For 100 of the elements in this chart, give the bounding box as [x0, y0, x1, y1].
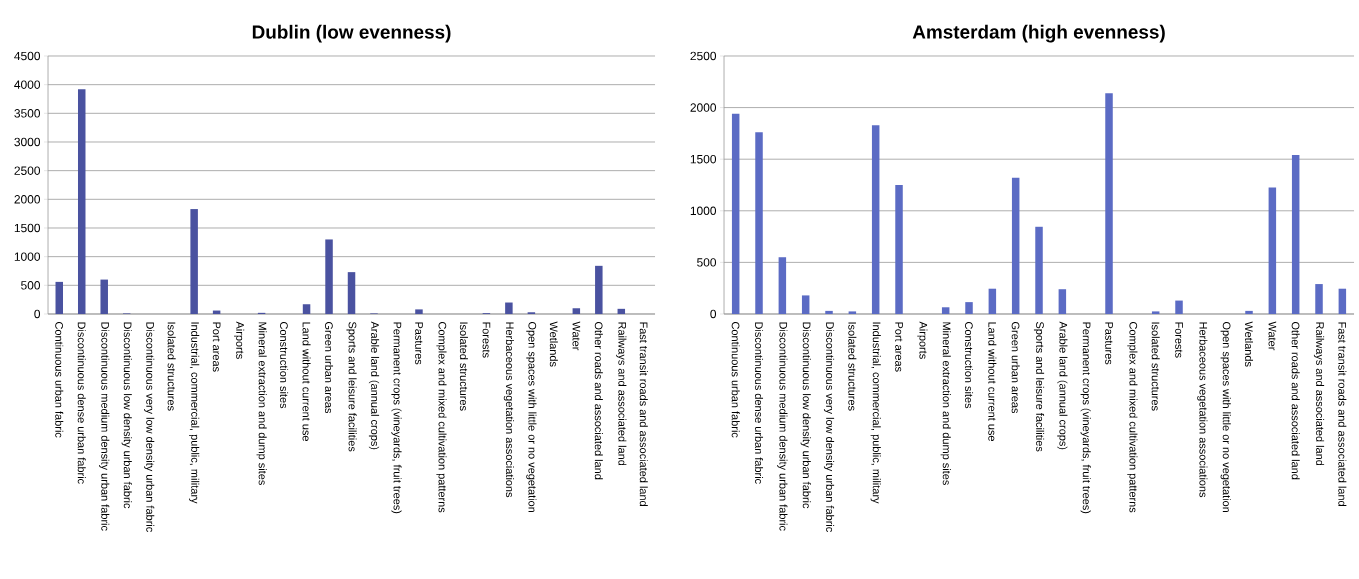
- bar: [801, 295, 810, 314]
- x-tick-label: Herbaceous vegetation associations: [1197, 322, 1208, 498]
- y-tick-label: 500: [697, 258, 717, 267]
- x-tick-label: Wetlands: [549, 321, 558, 367]
- y-tick-label: 2500: [690, 51, 717, 61]
- bar: [895, 184, 903, 314]
- x-tick-label: Forests: [482, 322, 491, 358]
- bar: [572, 308, 581, 314]
- bar: [988, 288, 997, 314]
- y-tick-label: 1500: [14, 223, 41, 233]
- x-tick-label: Water: [1268, 321, 1277, 351]
- bar: [941, 307, 950, 314]
- x-tick-label: Herbaceous vegetation associations: [503, 322, 514, 498]
- bar: [965, 302, 973, 314]
- x-tick-label: Fast transit roads and associated land: [1338, 322, 1347, 506]
- bar: [871, 125, 880, 314]
- bar: [1058, 289, 1067, 314]
- x-tick-label: Land without current use: [302, 322, 311, 442]
- y-tick-label: 1000: [690, 206, 717, 216]
- x-tick-label: Fast transit roads and associated land: [639, 322, 648, 506]
- x-tick-label: Water: [572, 321, 581, 351]
- x-tick-label: Open spaces with little or no vegetation: [1220, 322, 1231, 513]
- bar: [55, 281, 64, 314]
- y-tick-label: 4000: [14, 80, 41, 89]
- x-tick-label: Industrial, commercial, public, military: [189, 322, 200, 504]
- bar: [1245, 310, 1253, 314]
- bar: [77, 89, 86, 314]
- chart-title: Amsterdam (high evenness): [912, 24, 1165, 43]
- bar: [1151, 311, 1160, 314]
- x-tick-label: Discontinuous low density urban fabric: [800, 322, 811, 509]
- x-tick-label: Continuous urban fabric: [55, 322, 64, 438]
- bar: [731, 113, 740, 314]
- x-tick-label: Wetlands: [1244, 321, 1254, 367]
- y-tick-label: 500: [21, 281, 41, 290]
- x-tick-label: Discontinuous low density urban fabric: [121, 322, 132, 509]
- x-tick-label: Airports: [917, 321, 928, 359]
- x-tick-label: Land without current use: [988, 322, 997, 442]
- y-tick-label: 2000: [690, 103, 717, 112]
- bar: [1011, 177, 1020, 314]
- x-tick-label: Sports and leisure facilities: [346, 322, 357, 452]
- x-tick-label: Pastures: [1105, 322, 1113, 365]
- x-tick-label: Isolated structures: [1151, 322, 1160, 411]
- bar: [755, 132, 763, 314]
- x-tick-label: Mineral extraction and dump sites: [940, 322, 951, 485]
- x-tick-label: Permanent crops (vineyards, fruit trees): [391, 322, 402, 514]
- x-tick-label: Permanent crops (vineyards, fruit trees): [1080, 322, 1091, 514]
- x-tick-label: Discontinuous medium density urban fabric: [777, 322, 788, 531]
- x-tick-label: Discontinuous very low density urban fabric: [823, 322, 835, 532]
- x-tick-label: Sports and leisure facilities: [1033, 322, 1045, 452]
- y-tick-label: 2000: [14, 195, 41, 204]
- x-tick-label: Port areas: [895, 322, 903, 372]
- y-tick-label: 3000: [14, 137, 41, 147]
- bar: [1338, 288, 1347, 314]
- bar: [415, 309, 423, 314]
- x-tick-label: Other roads and associated land: [594, 322, 603, 480]
- x-tick-label: Isolated structures: [848, 322, 857, 411]
- bar: [100, 279, 108, 314]
- x-tick-label: Railways and associated land: [616, 322, 627, 466]
- x-tick-label: Complex and mixed cultivation patterns: [436, 322, 447, 513]
- x-tick-label: Forests: [1175, 322, 1183, 358]
- y-tick-label: 3500: [14, 109, 41, 118]
- bar: [778, 257, 787, 314]
- x-tick-label: Construction sites: [280, 322, 289, 409]
- y-tick-label: 1000: [14, 252, 41, 261]
- bar: [848, 311, 857, 314]
- x-tick-label: Arable land (annual crops): [368, 321, 380, 450]
- bar: [1105, 93, 1113, 314]
- y-tick-label: 1500: [690, 154, 717, 164]
- x-tick-label: Mineral extraction and dump sites: [256, 322, 267, 485]
- bar: [1175, 300, 1183, 314]
- y-tick-label: 2500: [14, 166, 41, 175]
- x-tick-label: Continuous urban fabric: [731, 322, 740, 438]
- bar: [190, 209, 198, 314]
- x-tick-label: Other roads and associated land: [1291, 322, 1300, 480]
- chart-title: Dublin (low evenness): [252, 24, 451, 43]
- bar: [325, 239, 333, 314]
- bar: [595, 265, 603, 314]
- x-tick-label: Green urban areas: [1011, 322, 1020, 414]
- x-tick-label: Construction sites: [964, 322, 974, 409]
- x-tick-label: Isolated structures: [167, 322, 176, 411]
- x-tick-label: Discontinuous very low density urban fabric: [144, 322, 155, 532]
- y-tick-label: 0: [710, 309, 717, 319]
- x-tick-label: Airports: [234, 321, 245, 359]
- x-tick-label: Discontinuous medium density urban fabric: [99, 322, 110, 531]
- x-tick-label: Industrial, commercial, public, military: [870, 322, 881, 504]
- x-tick-label: Complex and mixed cultivation patterns: [1127, 322, 1138, 513]
- x-tick-label: Pastures: [415, 322, 423, 365]
- bar: [1315, 284, 1323, 314]
- bar: [617, 308, 626, 314]
- y-tick-label: 4500: [14, 51, 41, 61]
- bar: [505, 302, 513, 314]
- bar: [1035, 226, 1043, 314]
- bar: [302, 304, 311, 314]
- x-tick-label: Green urban areas: [325, 322, 334, 414]
- x-tick-label: Arable land (annual crops): [1057, 321, 1068, 450]
- bar: [347, 272, 356, 314]
- x-tick-label: Port areas: [212, 322, 221, 372]
- x-tick-label: Discontinuous dense urban fabric: [754, 322, 764, 484]
- x-tick-label: Discontinuous dense urban fabric: [77, 322, 86, 484]
- bar: [1291, 155, 1300, 314]
